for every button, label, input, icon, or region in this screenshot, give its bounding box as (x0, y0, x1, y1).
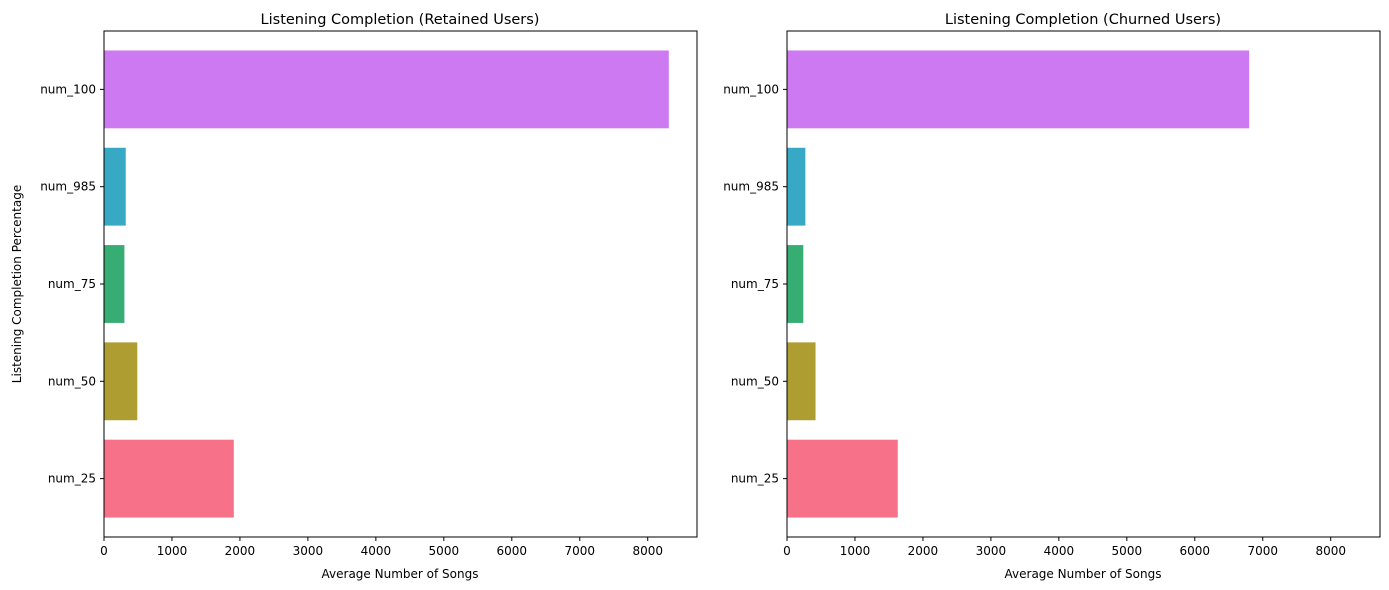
bar-num-25 (104, 439, 234, 518)
x-tick-label: 6000 (1180, 544, 1211, 558)
tick-group: num_25 num_50 num_75 num_985 num_100 0 1000 200… (40, 82, 663, 558)
x-tick-label: 6000 (497, 544, 528, 558)
x-tick-label: 3000 (293, 544, 324, 558)
y-tick-label: num_25 (731, 472, 779, 486)
x-tick-label: 8000 (632, 544, 663, 558)
bar-group (104, 50, 669, 518)
x-tick-label: 1000 (157, 544, 188, 558)
chart-title: Listening Completion (Churned Users) (945, 12, 1221, 28)
tick-group: num_25 num_50 num_75 num_985 num_100 0 1000 200… (723, 82, 1346, 558)
y-axis-label: Listening Completion Percentage (10, 185, 24, 383)
bar-num-75 (787, 245, 804, 323)
x-tick-label: 2000 (225, 544, 256, 558)
x-tick-label: 5000 (1112, 544, 1143, 558)
chart-retained-users: Listening Completion (Retained Users) nu… (10, 12, 698, 581)
x-axis-label: Average Number of Songs (322, 567, 479, 581)
y-tick-label: num_75 (731, 277, 779, 291)
y-tick-label: num_985 (723, 180, 779, 194)
axes-frame (103, 30, 698, 538)
y-tick-label: num_50 (731, 374, 779, 388)
y-tick-label: num_100 (723, 82, 779, 96)
bar-num-985 (787, 147, 806, 226)
x-tick-label: 7000 (1247, 544, 1278, 558)
y-tick-label: num_50 (48, 374, 96, 388)
axes-frame (786, 30, 1381, 538)
y-tick-label: num_75 (48, 277, 96, 291)
bar-num-50 (104, 342, 138, 421)
x-tick-label: 5000 (429, 544, 460, 558)
x-tick-label: 2000 (908, 544, 939, 558)
x-tick-label: 4000 (1044, 544, 1075, 558)
y-tick-label: num_985 (40, 180, 96, 194)
chart-churned-users: Listening Completion (Churned Users) num… (723, 12, 1381, 581)
bar-num-100 (787, 50, 1250, 129)
y-tick-label: num_100 (40, 82, 96, 96)
bar-group (787, 50, 1250, 518)
chart-title: Listening Completion (Retained Users) (261, 12, 540, 28)
x-tick-label: 8000 (1315, 544, 1346, 558)
x-tick-label: 0 (100, 544, 108, 558)
x-tick-label: 0 (783, 544, 791, 558)
y-tick-label: num_25 (48, 472, 96, 486)
bar-num-50 (787, 342, 816, 421)
x-tick-label: 4000 (361, 544, 392, 558)
x-tick-label: 3000 (976, 544, 1007, 558)
x-tick-label: 7000 (564, 544, 595, 558)
bar-num-25 (787, 439, 898, 518)
bar-num-100 (104, 50, 669, 129)
bar-num-985 (104, 147, 126, 226)
x-tick-label: 1000 (840, 544, 871, 558)
x-axis-label: Average Number of Songs (1005, 567, 1162, 581)
bar-num-75 (104, 245, 125, 323)
